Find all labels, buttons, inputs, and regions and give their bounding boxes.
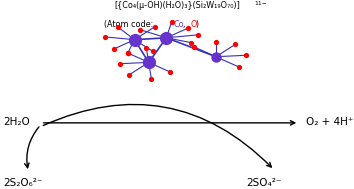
Text: 2H₂O: 2H₂O	[4, 117, 30, 127]
Text: (Atom code:: (Atom code:	[104, 20, 156, 29]
Text: ): )	[195, 20, 199, 29]
Text: O₂ + 4H⁺+ 4e⁻: O₂ + 4H⁺+ 4e⁻	[306, 117, 354, 127]
Text: O: O	[190, 20, 197, 29]
Text: [{Co₄(μ-OH)(H₂O)₃}(Si₂W₁₉O₇₀)]: [{Co₄(μ-OH)(H₂O)₃}(Si₂W₁₉O₇₀)]	[114, 1, 240, 10]
Text: ,: ,	[183, 20, 188, 29]
Text: 2SO₄²⁻: 2SO₄²⁻	[246, 178, 281, 188]
Text: 11−: 11−	[255, 1, 267, 6]
FancyArrowPatch shape	[43, 105, 271, 167]
FancyArrowPatch shape	[25, 127, 39, 168]
Text: Co: Co	[173, 20, 184, 29]
Text: 2S₂O₆²⁻: 2S₂O₆²⁻	[4, 178, 43, 188]
